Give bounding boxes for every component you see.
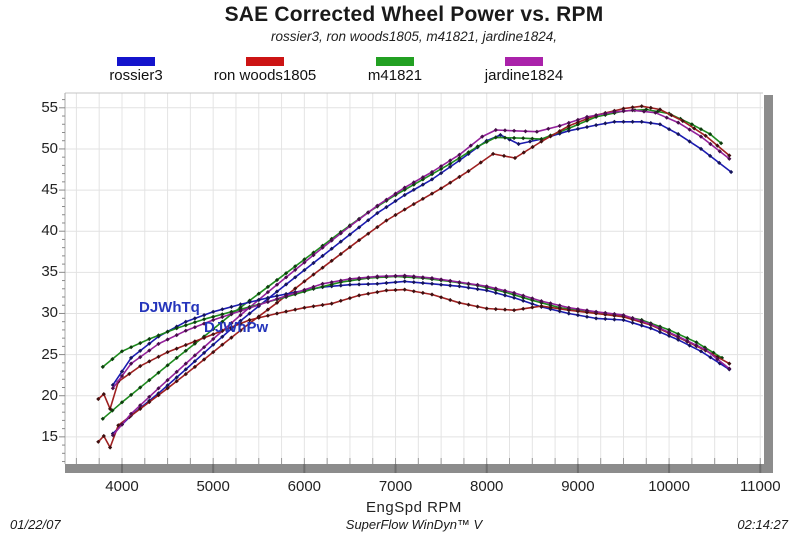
footer-app-name: SuperFlow WinDyn™ V <box>345 517 483 532</box>
chart-subtitle: rossier3, ron woods1805, m41821, jardine… <box>271 29 557 44</box>
legend-swatch-rossier3 <box>117 57 155 66</box>
y-tick-label: 45 <box>41 181 58 199</box>
y-tick-label: 35 <box>41 263 58 281</box>
x-tick-label: 11000 <box>739 478 781 495</box>
y-tick-label: 40 <box>41 222 58 240</box>
series-line-rossier3-djwhtq <box>112 280 730 386</box>
x-axis-title: EngSpd RPM <box>366 499 462 516</box>
x-major-tick-notch <box>759 464 762 473</box>
y-tick-label: 30 <box>41 304 58 322</box>
series-markers-m41821-djwhpw <box>100 107 724 421</box>
y-tick-label: 50 <box>41 139 58 157</box>
x-axis-bar <box>65 464 773 473</box>
x-tick-label: 7000 <box>378 478 413 495</box>
x-major-tick-notch <box>576 464 579 473</box>
series-line-jardine1824-djwhtq <box>112 274 730 389</box>
series-line-m41821-djwhpw <box>102 108 722 420</box>
legend-label-rossier3: rossier3 <box>109 67 163 84</box>
legend-label-jardine1824: jardine1824 <box>484 67 564 84</box>
y-tick-label: 15 <box>41 427 58 445</box>
legend-swatch-ronwoods1805 <box>246 57 284 66</box>
x-tick-label: 5000 <box>196 478 230 495</box>
channel-label-djwhpw: DJWhPw <box>204 319 269 336</box>
footer-date: 01/22/07 <box>10 517 61 532</box>
y-tick-label: 25 <box>41 345 58 363</box>
x-tick-label: 8000 <box>470 478 504 495</box>
x-major-tick-notch <box>394 464 397 473</box>
right-edge-bar <box>764 95 773 473</box>
x-major-tick-notch <box>212 464 215 473</box>
chart-title: SAE Corrected Wheel Power vs. RPM <box>224 3 604 26</box>
x-tick-label: 10000 <box>648 478 690 495</box>
legend-label-m41821: m41821 <box>367 67 423 84</box>
legend-label-ronwoods1805: ron woods1805 <box>213 67 317 84</box>
y-tick-label: 55 <box>41 98 58 116</box>
legend-swatch-jardine1824 <box>505 57 543 66</box>
x-major-tick-notch <box>668 464 671 473</box>
x-major-tick-notch <box>303 464 306 473</box>
x-tick-label: 6000 <box>287 478 322 495</box>
x-tick-label: 4000 <box>105 478 139 495</box>
footer-time: 02:14:27 <box>737 517 788 532</box>
x-major-tick-notch <box>485 464 488 473</box>
series-line-jardine1824-djwhpw <box>112 109 730 436</box>
x-tick-label: 9000 <box>561 478 595 495</box>
x-major-tick-notch <box>120 464 123 473</box>
y-tick-label: 20 <box>41 386 58 404</box>
legend-swatch-m41821 <box>376 57 414 66</box>
channel-label-djwhtq: DJWhTq <box>139 299 200 316</box>
